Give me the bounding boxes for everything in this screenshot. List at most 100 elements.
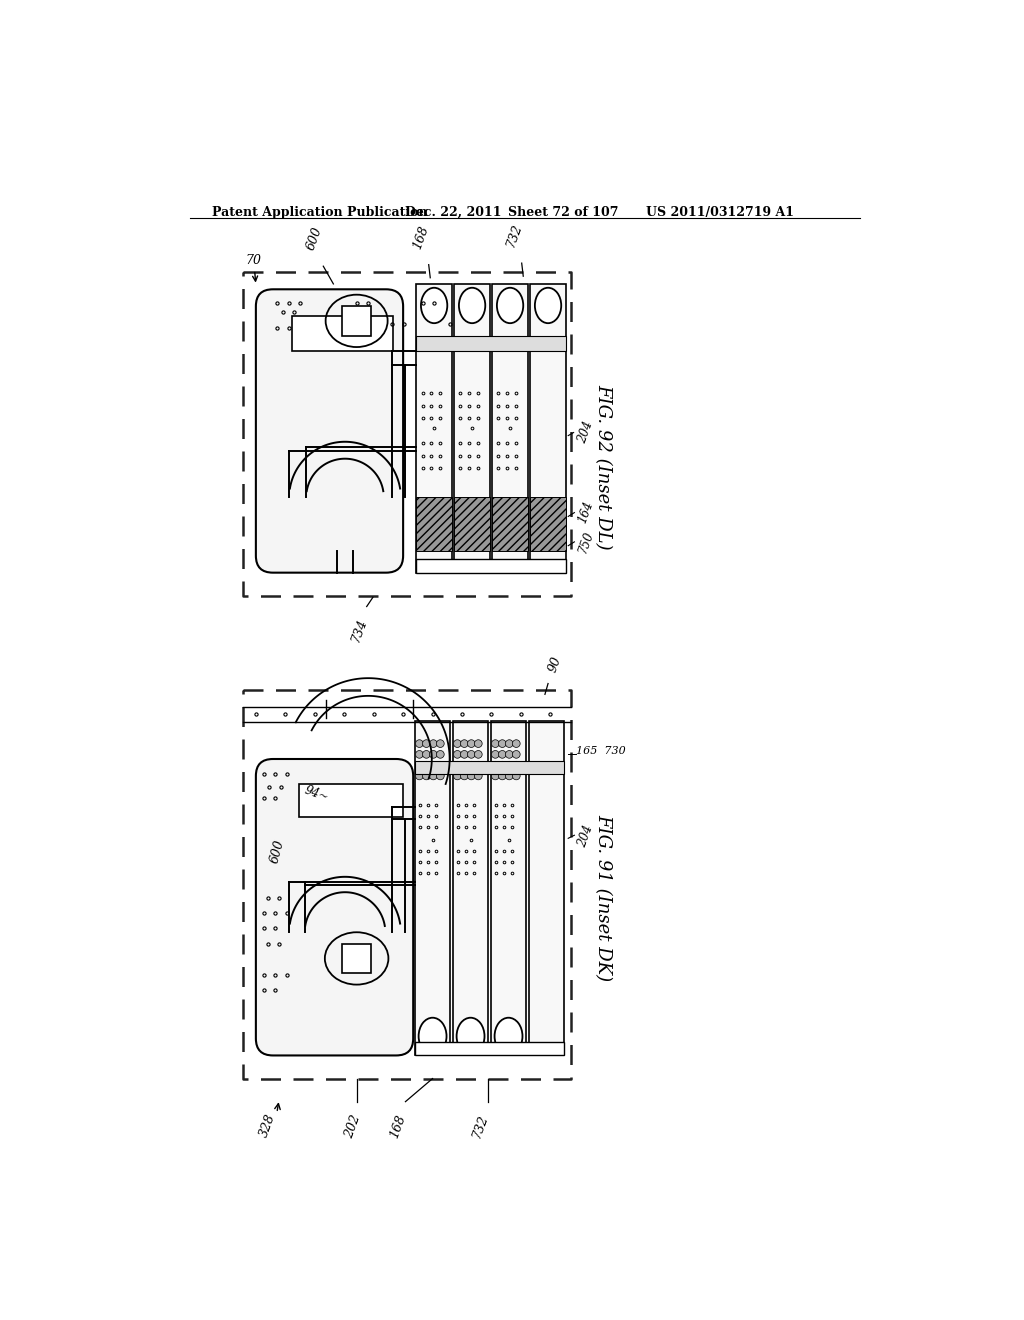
- Circle shape: [454, 751, 461, 758]
- Circle shape: [467, 762, 475, 770]
- Circle shape: [423, 739, 430, 747]
- Text: 328: 328: [257, 1111, 278, 1139]
- Text: FIG. 91 (Inset DK): FIG. 91 (Inset DK): [595, 814, 612, 981]
- Text: 204: 204: [575, 418, 596, 445]
- Circle shape: [436, 762, 444, 770]
- Text: 750: 750: [575, 529, 596, 554]
- Circle shape: [512, 751, 520, 758]
- Circle shape: [423, 751, 430, 758]
- Circle shape: [474, 762, 482, 770]
- Circle shape: [423, 762, 430, 770]
- Ellipse shape: [495, 1018, 522, 1055]
- FancyBboxPatch shape: [256, 289, 403, 573]
- Bar: [417, 498, 452, 552]
- Bar: [415, 721, 451, 1056]
- Bar: [528, 721, 564, 1056]
- Text: 734: 734: [349, 616, 370, 644]
- Bar: [342, 944, 372, 973]
- Text: FIG. 92 (Inset DL): FIG. 92 (Inset DL): [595, 384, 612, 549]
- Bar: [453, 721, 488, 1056]
- Bar: [417, 335, 566, 351]
- Circle shape: [461, 739, 468, 747]
- Text: 600: 600: [304, 226, 325, 252]
- Text: 94~: 94~: [302, 783, 330, 804]
- Circle shape: [474, 772, 482, 780]
- Circle shape: [436, 751, 444, 758]
- Bar: [415, 760, 564, 775]
- Circle shape: [436, 739, 444, 747]
- Text: US 2011/0312719 A1: US 2011/0312719 A1: [646, 206, 794, 219]
- Circle shape: [416, 751, 423, 758]
- Bar: [342, 306, 372, 335]
- Ellipse shape: [497, 288, 523, 323]
- Circle shape: [436, 772, 444, 780]
- Text: Patent Application Publication: Patent Application Publication: [212, 206, 427, 219]
- Ellipse shape: [421, 288, 447, 323]
- Text: 204: 204: [575, 824, 596, 849]
- Text: 90: 90: [547, 655, 564, 675]
- Bar: [455, 498, 489, 552]
- Circle shape: [492, 772, 500, 780]
- FancyBboxPatch shape: [256, 759, 414, 1056]
- Circle shape: [467, 739, 475, 747]
- Circle shape: [499, 751, 506, 758]
- Circle shape: [512, 762, 520, 770]
- Ellipse shape: [535, 288, 561, 323]
- Text: 168: 168: [411, 224, 431, 251]
- Circle shape: [499, 739, 506, 747]
- Circle shape: [461, 762, 468, 770]
- Circle shape: [461, 772, 468, 780]
- Circle shape: [429, 772, 437, 780]
- Text: 168: 168: [387, 1113, 408, 1140]
- Circle shape: [506, 762, 513, 770]
- Circle shape: [512, 772, 520, 780]
- Circle shape: [512, 739, 520, 747]
- Text: 70: 70: [246, 253, 262, 281]
- Circle shape: [423, 772, 430, 780]
- Circle shape: [416, 739, 423, 747]
- Text: 732: 732: [504, 222, 524, 249]
- Text: 165  730: 165 730: [575, 746, 626, 756]
- Bar: [299, 784, 403, 817]
- Text: 600: 600: [267, 838, 287, 865]
- Bar: [530, 498, 566, 552]
- Text: Sheet 72 of 107: Sheet 72 of 107: [508, 206, 618, 219]
- Circle shape: [499, 772, 506, 780]
- Circle shape: [492, 762, 500, 770]
- Circle shape: [454, 772, 461, 780]
- Ellipse shape: [459, 288, 485, 323]
- Circle shape: [499, 762, 506, 770]
- Circle shape: [461, 751, 468, 758]
- Bar: [417, 284, 452, 573]
- Circle shape: [506, 772, 513, 780]
- Ellipse shape: [419, 1018, 446, 1055]
- Circle shape: [474, 751, 482, 758]
- Circle shape: [492, 751, 500, 758]
- Text: 164: 164: [575, 500, 596, 525]
- Circle shape: [454, 739, 461, 747]
- Circle shape: [429, 762, 437, 770]
- Ellipse shape: [457, 1018, 484, 1055]
- Bar: [455, 284, 489, 573]
- Circle shape: [416, 772, 423, 780]
- Bar: [490, 721, 526, 1056]
- Text: Dec. 22, 2011: Dec. 22, 2011: [406, 206, 502, 219]
- Circle shape: [429, 739, 437, 747]
- Text: 202: 202: [343, 1113, 362, 1140]
- Circle shape: [429, 751, 437, 758]
- Circle shape: [467, 751, 475, 758]
- Bar: [292, 317, 393, 351]
- Bar: [415, 1041, 564, 1056]
- Bar: [530, 284, 566, 573]
- Bar: [417, 558, 566, 573]
- Circle shape: [454, 762, 461, 770]
- Circle shape: [467, 772, 475, 780]
- Bar: [493, 498, 528, 552]
- Circle shape: [506, 751, 513, 758]
- Circle shape: [474, 739, 482, 747]
- Text: 732: 732: [470, 1113, 490, 1140]
- Bar: [493, 284, 528, 573]
- Circle shape: [416, 762, 423, 770]
- Circle shape: [506, 739, 513, 747]
- Circle shape: [492, 739, 500, 747]
